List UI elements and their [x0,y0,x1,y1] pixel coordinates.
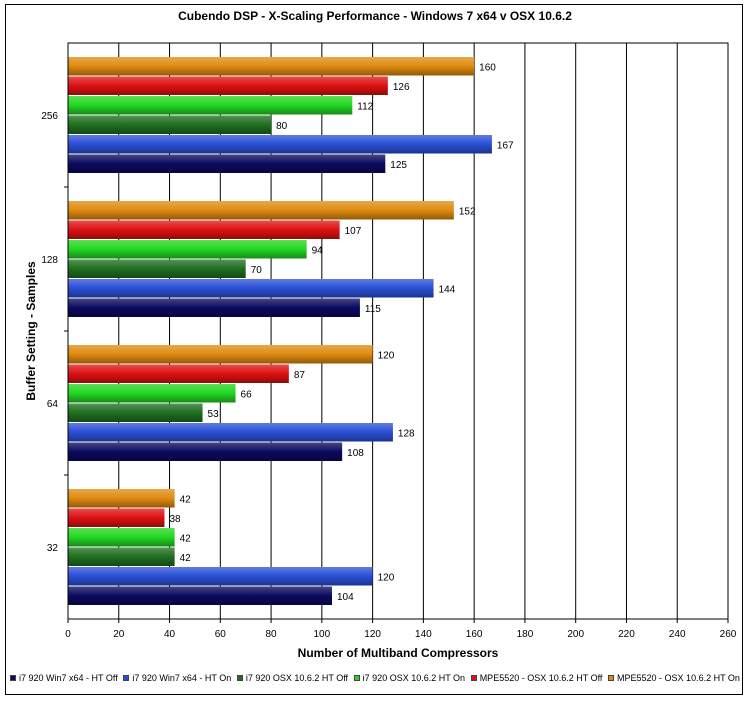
x-tick-label: 120 [364,629,381,640]
bar [68,201,454,220]
data-label: 107 [345,226,362,237]
y-axis-title: Buffer Setting - Samples [24,261,38,401]
bar [68,76,388,95]
data-label: 80 [276,121,288,132]
x-tick-label: 200 [567,629,584,640]
data-label: 120 [378,572,395,583]
x-tick-label: 160 [466,629,483,640]
bar [68,384,236,403]
data-label: 125 [390,160,407,171]
bar [68,423,393,442]
legend-item: MPE5520 - OSX 10.6.2 HT On [608,673,740,683]
bar [68,567,373,586]
x-tick-label: 80 [266,629,278,640]
legend-label: i7 920 OSX 10.6.2 HT Off [245,673,349,683]
data-label: 115 [365,304,381,315]
x-tick-label: 60 [215,629,227,640]
bar [68,154,386,173]
data-label: 42 [180,533,192,544]
bar [68,115,272,134]
chart-legend: i7 920 Win7 x64 - HT Off i7 920 Win7 x64 … [10,669,740,687]
bar [68,403,203,422]
legend-swatch [470,675,477,681]
data-label: 160 [479,62,496,73]
bar [68,279,434,298]
bar [68,547,175,566]
data-label: 94 [312,245,324,256]
data-label: 53 [208,409,220,420]
data-label: 126 [393,82,410,93]
bar [68,528,175,547]
data-label: 104 [337,592,354,603]
data-label: 144 [439,284,456,295]
data-label: 108 [347,448,364,459]
legend-item: i7 920 OSX 10.6.2 HT On [353,673,466,683]
legend-swatch [123,675,130,681]
legend-item: i7 920 Win7 x64 - HT Off [10,673,118,683]
legend-item: i7 920 OSX 10.6.2 HT Off [236,673,349,683]
bar [68,259,246,278]
legend-item: MPE5520 - OSX 10.6.2 HT Off [470,673,603,683]
data-label: 112 [357,101,373,112]
y-tick-label: 256 [41,111,58,122]
x-tick-label: 140 [415,629,432,640]
legend-swatch [10,675,16,681]
data-label: 38 [169,514,181,525]
legend-label: i7 920 Win7 x64 - HT On [132,673,232,683]
x-tick-label: 100 [314,629,331,640]
x-tick-label: 180 [517,629,534,640]
legend-label: MPE5520 - OSX 10.6.2 HT On [617,673,740,683]
bar [68,240,307,259]
x-tick-label: 220 [618,629,635,640]
x-tick-label: 0 [65,629,71,640]
chart-title: Cubendo DSP - X-Scaling Performance - Wi… [178,9,572,23]
x-tick-label: 240 [669,629,686,640]
legend-item: i7 920 Win7 x64 - HT On [123,673,231,683]
bar [68,345,373,364]
x-tick-label: 40 [164,629,176,640]
bar [68,364,289,383]
bar [68,96,353,115]
x-tick-label: 260 [720,629,737,640]
y-tick-label: 32 [47,543,59,554]
x-axis-title: Number of Multiband Compressors [298,646,499,660]
data-label: 167 [497,140,514,151]
data-label: 66 [241,389,253,400]
y-tick-label: 64 [47,399,59,410]
legend-swatch [353,675,360,681]
legend-label: MPE5520 - OSX 10.6.2 HT Off [479,673,603,683]
data-label: 42 [180,494,192,505]
bar [68,220,340,239]
legend-label: i7 920 Win7 x64 - HT Off [19,673,118,683]
data-label: 70 [251,265,263,276]
bar [68,298,360,317]
data-label: 152 [459,206,476,217]
bar [68,135,492,154]
data-label: 120 [378,350,395,361]
bar [68,442,343,461]
bar [68,489,175,508]
data-label: 87 [294,370,306,381]
legend-label: i7 920 OSX 10.6.2 HT On [362,673,466,683]
data-label: 42 [180,553,192,564]
legend-swatch [608,675,615,681]
legend-swatch [236,675,243,681]
bar [68,57,475,76]
y-tick-label: 128 [41,255,58,266]
data-label: 128 [398,428,415,439]
x-tick-label: 20 [113,629,125,640]
bar [68,508,165,527]
bar [68,586,332,605]
